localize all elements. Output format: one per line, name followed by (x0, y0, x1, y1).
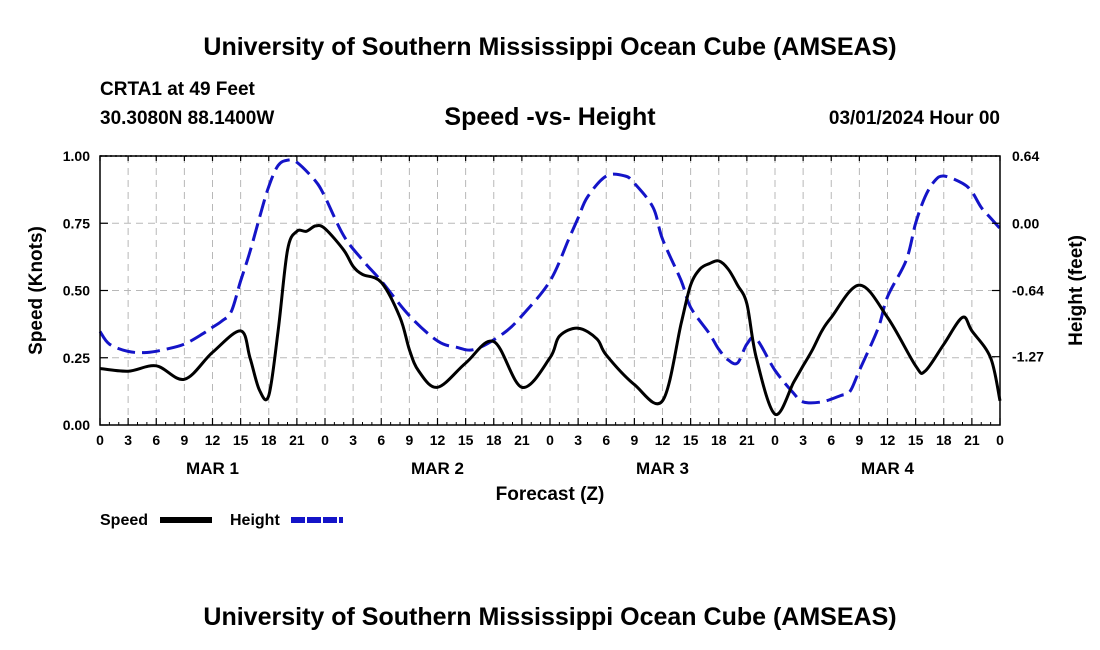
axes: 0 3 6 9 12 15 18 21 0 3 6 9 12 15 18 21 0 3 6 9 12 15 18 21 0 3 6 9… (63, 148, 1044, 478)
y-tick-label: 1.00 (63, 148, 90, 164)
x-tick-label: 0 (546, 432, 554, 448)
x-tick-label: 9 (855, 432, 863, 448)
x-tick-label: 15 (683, 432, 699, 448)
y-tick-label: 0.00 (63, 417, 90, 433)
x-tick-label: 18 (486, 432, 502, 448)
x-tick-label: 0 (96, 432, 104, 448)
y-tick-label: 0.75 (63, 215, 90, 231)
location-label: 30.3080N 88.1400W (100, 108, 274, 129)
x-tick-label: 6 (602, 432, 610, 448)
x-tick-label: 0 (771, 432, 779, 448)
x-tick-label: 18 (711, 432, 727, 448)
day-label: MAR 3 (636, 459, 689, 478)
x-tick-label: 15 (458, 432, 474, 448)
x-tick-label: 6 (377, 432, 385, 448)
x-tick-label: 3 (574, 432, 582, 448)
x-tick-label: 12 (655, 432, 671, 448)
x-tick-label: 6 (827, 432, 835, 448)
day-label: MAR 1 (186, 459, 239, 478)
day-label: MAR 4 (861, 459, 914, 478)
x-tick-label: 6 (152, 432, 160, 448)
x-tick-label: 18 (261, 432, 277, 448)
x-tick-label: 12 (205, 432, 221, 448)
x-tick-label: 15 (908, 432, 924, 448)
chart-subtitle: Speed -vs- Height (444, 103, 656, 131)
x-tick-label: 0 (996, 432, 1004, 448)
x-tick-label: 21 (964, 432, 980, 448)
x-axis-label: Forecast (Z) (496, 484, 605, 505)
chart-main-title: University of Southern Mississippi Ocean… (203, 33, 896, 61)
x-tick-label: 12 (430, 432, 446, 448)
legend-height-label: Height (230, 512, 280, 529)
y2-tick-label: -1.27 (1012, 349, 1044, 365)
grid-lines (100, 155, 1000, 425)
x-tick-label: 18 (936, 432, 952, 448)
y2-tick-label: 0.00 (1012, 215, 1039, 231)
y-tick-label: 0.25 (63, 350, 90, 366)
x-tick-label: 9 (180, 432, 188, 448)
x-tick-label: 9 (405, 432, 413, 448)
x-tick-label: 3 (349, 432, 357, 448)
x-tick-label: 3 (124, 432, 132, 448)
footer-title: University of Southern Mississippi Ocean… (203, 603, 896, 631)
y2-tick-label: -0.64 (1012, 283, 1044, 299)
x-tick-label: 21 (739, 432, 755, 448)
legend-speed-label: Speed (100, 512, 148, 529)
speed-series-line (99, 224, 1002, 416)
x-tick-label: 3 (799, 432, 807, 448)
datetime-label: 03/01/2024 Hour 00 (829, 108, 1000, 129)
y2-tick-label: 0.64 (1012, 148, 1039, 164)
x-tick-label: 0 (321, 432, 329, 448)
x-tick-label: 9 (630, 432, 638, 448)
series-layer (98, 158, 1002, 416)
y-tick-label: 0.50 (63, 283, 90, 299)
x-tick-label: 15 (233, 432, 249, 448)
station-label: CRTA1 at 49 Feet (100, 79, 256, 100)
y2-axis-label: Height (feet) (1066, 235, 1087, 346)
y-axis-label: Speed (Knots) (26, 226, 47, 355)
x-tick-label: 21 (289, 432, 305, 448)
legend: Speed Height (100, 512, 343, 529)
x-tick-label: 21 (514, 432, 530, 448)
day-label: MAR 2 (411, 459, 464, 478)
x-tick-label: 12 (880, 432, 896, 448)
